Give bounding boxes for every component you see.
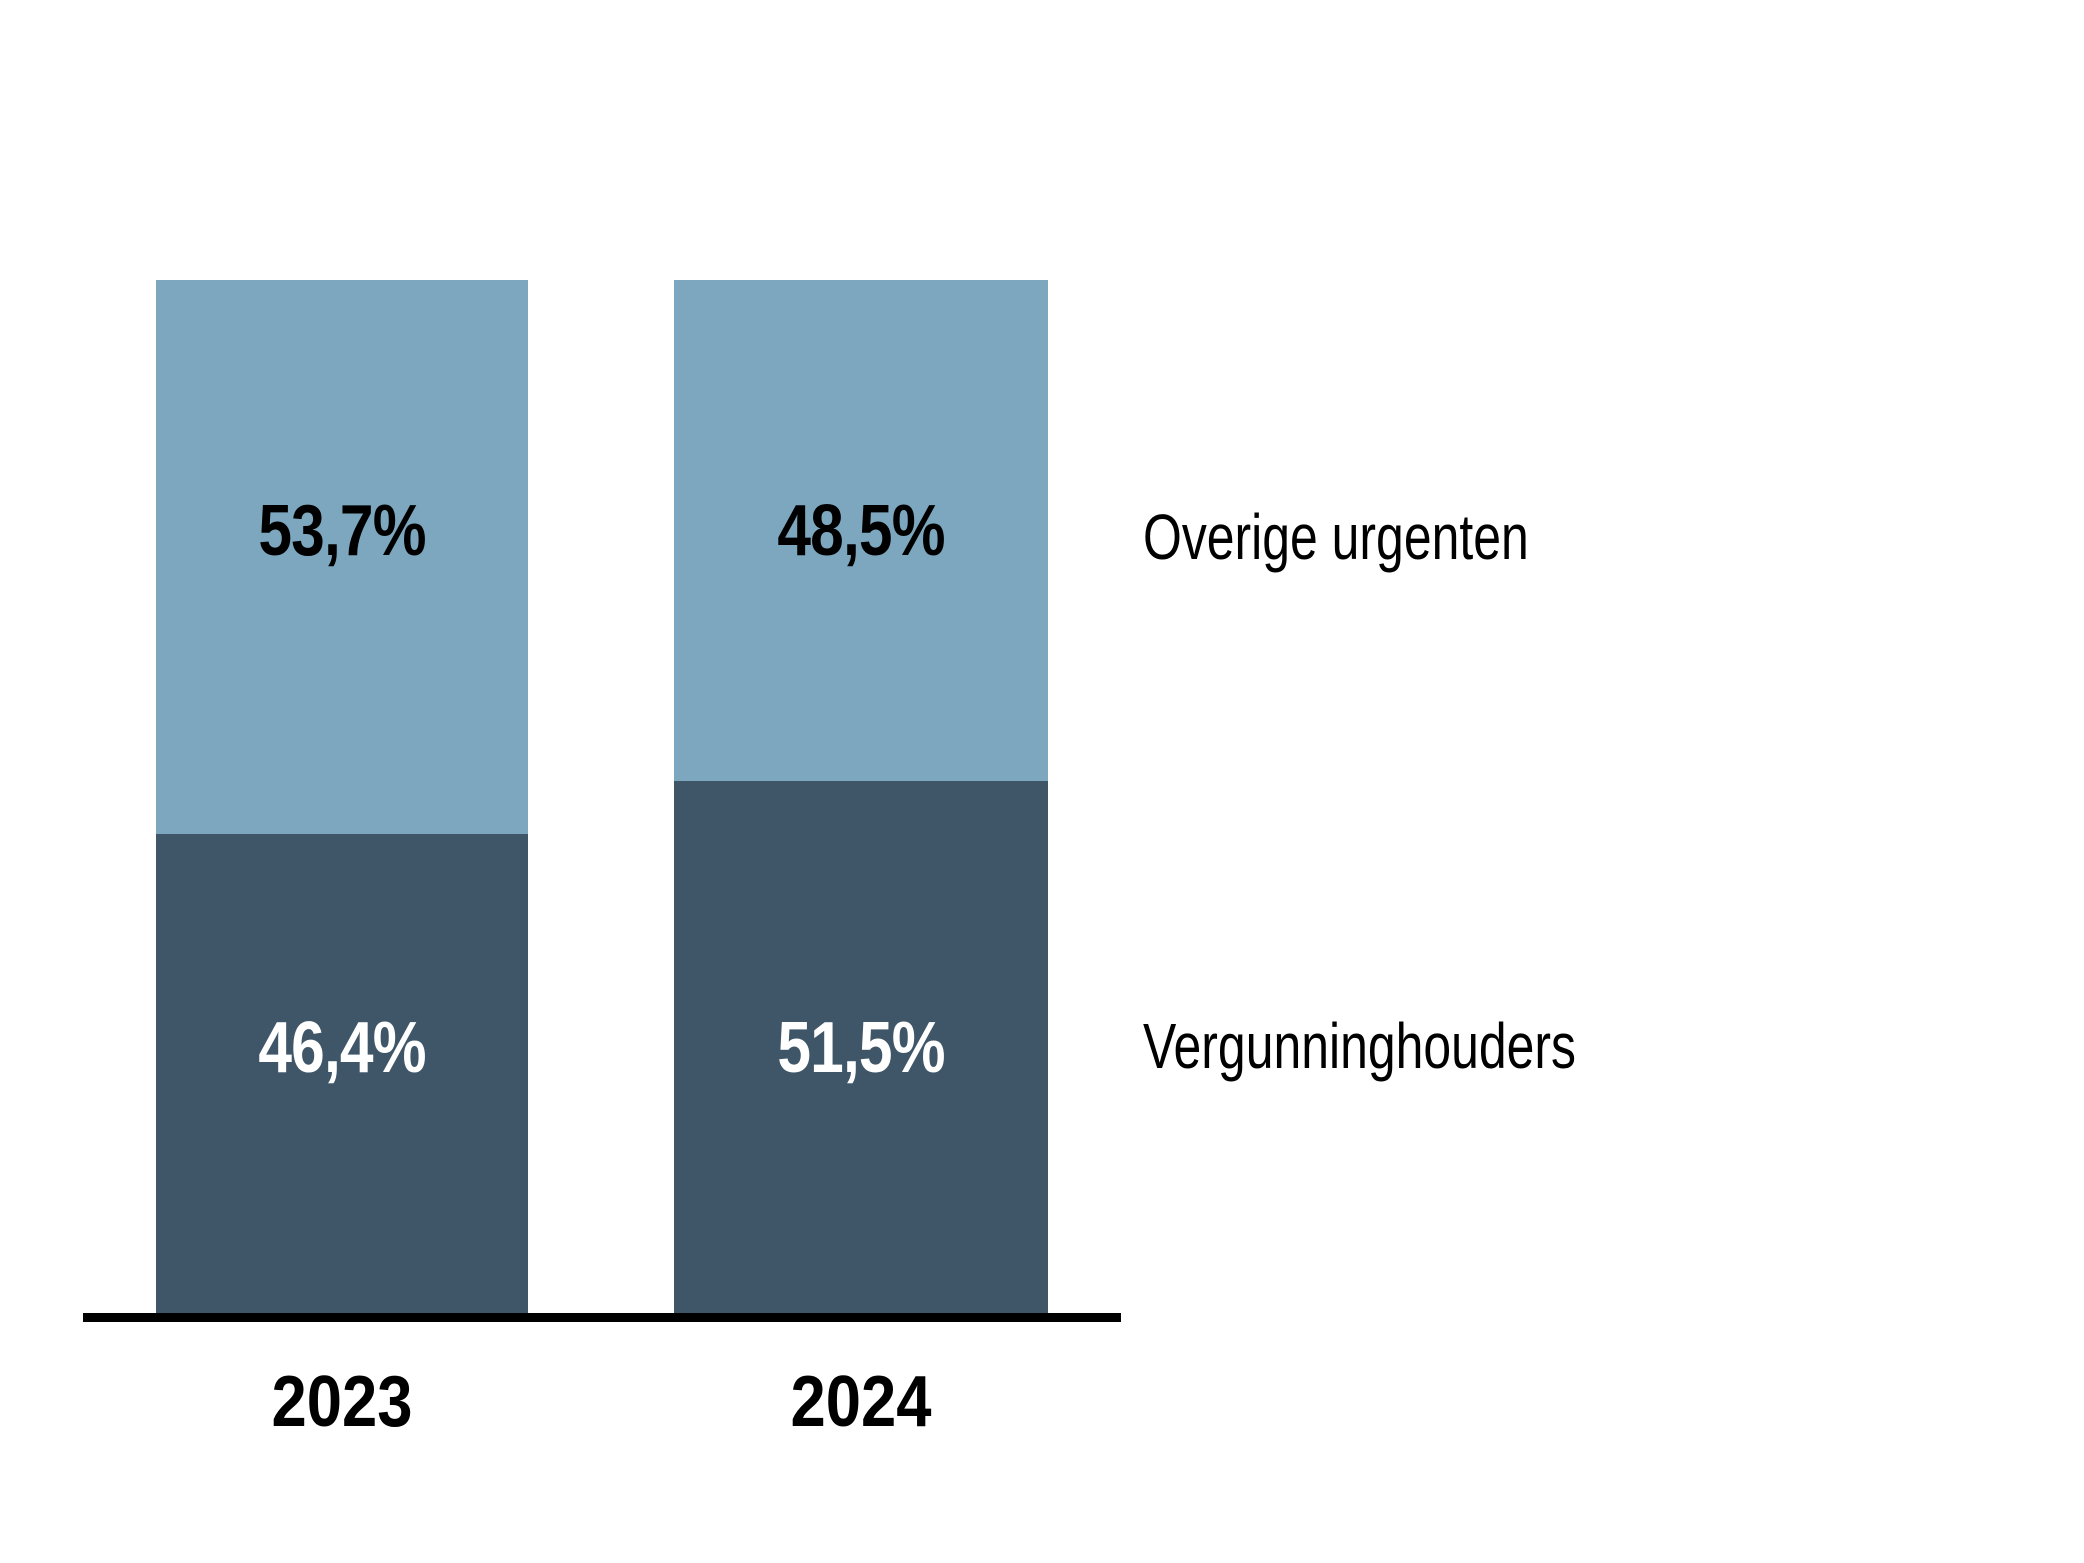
x-tick-label-2023: 2023: [271, 1362, 413, 1442]
legend-label-vergunninghouders: Vergunninghouders: [1143, 1010, 1576, 1082]
segment-2024-vergunninghouders: [674, 781, 1048, 1313]
data-label-2024-vergunninghouders: 51,5%: [777, 1008, 945, 1088]
segment-2023-overige-urgenten: [156, 280, 528, 835]
data-label-2024-overige-urgenten: 48,5%: [777, 491, 945, 571]
x-tick-label-2024: 2024: [790, 1362, 932, 1442]
segment-2023-vergunninghouders: [156, 834, 528, 1313]
segment-2024-overige-urgenten: [674, 280, 1048, 781]
data-label-2023-vergunninghouders: 46,4%: [258, 1008, 426, 1088]
x-axis-line: [83, 1313, 1121, 1322]
data-label-2023-overige-urgenten: 53,7%: [258, 491, 426, 571]
bar-2023: 53,7% 46,4%: [156, 280, 528, 1313]
legend-label-overige-urgenten: Overige urgenten: [1143, 501, 1529, 573]
bar-2024: 48,5% 51,5%: [674, 280, 1048, 1313]
